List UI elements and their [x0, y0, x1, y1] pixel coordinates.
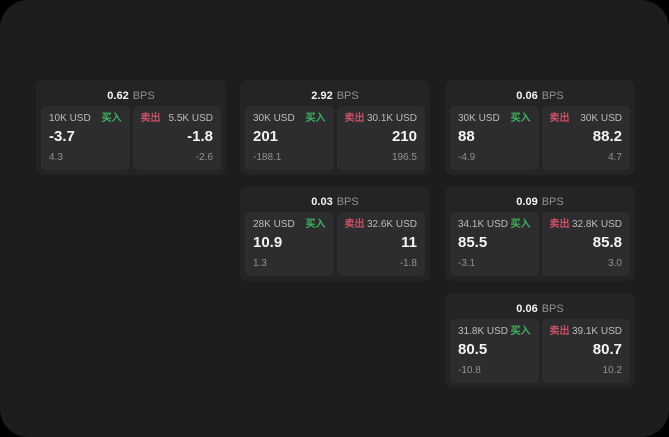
bps-value: 0.03	[311, 195, 333, 208]
bps-value: 0.06	[516, 89, 538, 102]
buy-panel[interactable]: 30K USD 买入 88 -4.9	[450, 106, 539, 170]
buy-panel[interactable]: 31.8K USD 买入 80.5 -10.8	[450, 319, 539, 383]
sell-sub-value: -1.8	[399, 258, 417, 269]
sell-amount: 39.1K USD	[571, 326, 622, 337]
bps-value: 2.92	[311, 89, 333, 102]
sell-price: 88.2	[592, 128, 622, 145]
buy-panel[interactable]: 30K USD 买入 201 -188.1	[245, 106, 334, 170]
card-header: 0.06 BPS	[450, 85, 630, 106]
sell-amount: 30K USD	[580, 113, 622, 124]
buy-sub-value: -4.9	[458, 152, 476, 163]
buy-price: -3.7	[49, 128, 75, 145]
sell-label: 卖出	[344, 219, 365, 230]
buy-label: 买入	[510, 113, 531, 124]
sell-amount: 32.8K USD	[571, 219, 622, 230]
bps-unit-label: BPS	[336, 89, 359, 102]
sell-label: 卖出	[344, 113, 365, 124]
sell-label: 卖出	[549, 326, 570, 337]
buy-label: 买入	[510, 326, 531, 337]
buy-label: 买入	[510, 219, 531, 230]
quote-card: 0.62 BPS 10K USD 买入 -3.7 4.3 卖出 5.5K USD…	[36, 80, 226, 175]
buy-label: 买入	[101, 113, 122, 124]
buy-price: 201	[253, 128, 279, 145]
bps-value: 0.09	[516, 195, 538, 208]
sell-sub-value: 3.0	[608, 258, 622, 269]
buy-amount: 28K USD	[253, 219, 295, 230]
sell-panel[interactable]: 卖出 32.8K USD 85.8 3.0	[541, 212, 630, 276]
bps-value: 0.62	[107, 89, 129, 102]
bps-value: 0.06	[516, 302, 538, 315]
quote-card: 0.06 BPS 30K USD 买入 88 -4.9 卖出 30K USD 8…	[445, 80, 635, 175]
quote-card: 2.92 BPS 30K USD 买入 201 -188.1 卖出 30.1K …	[240, 80, 430, 175]
sell-sub-value: 10.2	[602, 365, 622, 376]
sell-sub-value: -2.6	[195, 152, 213, 163]
quote-card: 0.09 BPS 34.1K USD 买入 85.5 -3.1 卖出 32.8K…	[445, 186, 635, 281]
buy-sub-value: -10.8	[458, 365, 481, 376]
sell-label: 卖出	[140, 113, 161, 124]
sell-label: 卖出	[549, 219, 570, 230]
bps-unit-label: BPS	[132, 89, 155, 102]
buy-amount: 34.1K USD	[458, 219, 509, 230]
quote-card: 0.06 BPS 31.8K USD 买入 80.5 -10.8 卖出 39.1…	[445, 293, 635, 388]
card-header: 2.92 BPS	[245, 85, 425, 106]
buy-price: 10.9	[253, 234, 283, 251]
buy-label: 买入	[305, 219, 326, 230]
buy-amount: 10K USD	[49, 113, 91, 124]
sell-panel[interactable]: 卖出 39.1K USD 80.7 10.2	[541, 319, 630, 383]
buy-sub-value: -188.1	[253, 152, 282, 163]
sell-panel[interactable]: 卖出 32.6K USD 11 -1.8	[336, 212, 425, 276]
sell-sub-value: 196.5	[391, 152, 417, 163]
buy-panel[interactable]: 10K USD 买入 -3.7 4.3	[41, 106, 130, 170]
buy-amount: 30K USD	[458, 113, 500, 124]
sell-amount: 5.5K USD	[168, 113, 213, 124]
buy-price: 85.5	[458, 234, 488, 251]
sell-label: 卖出	[549, 113, 570, 124]
sell-panel[interactable]: 卖出 30.1K USD 210 196.5	[336, 106, 425, 170]
bps-unit-label: BPS	[541, 302, 564, 315]
buy-amount: 31.8K USD	[458, 326, 509, 337]
sell-price: -1.8	[187, 128, 213, 145]
buy-sub-value: 4.3	[49, 152, 63, 163]
card-header: 0.09 BPS	[450, 191, 630, 212]
buy-panel[interactable]: 28K USD 买入 10.9 1.3	[245, 212, 334, 276]
buy-price: 80.5	[458, 341, 488, 358]
buy-sub-value: 1.3	[253, 258, 267, 269]
quote-card: 0.03 BPS 28K USD 买入 10.9 1.3 卖出 32.6K US…	[240, 186, 430, 281]
sell-price: 85.8	[592, 234, 622, 251]
sell-sub-value: 4.7	[608, 152, 622, 163]
card-header: 0.06 BPS	[450, 298, 630, 319]
buy-amount: 30K USD	[253, 113, 295, 124]
sell-panel[interactable]: 卖出 5.5K USD -1.8 -2.6	[132, 106, 221, 170]
buy-sub-value: -3.1	[458, 258, 476, 269]
buy-label: 买入	[305, 113, 326, 124]
sell-amount: 30.1K USD	[366, 113, 417, 124]
sell-panel[interactable]: 卖出 30K USD 88.2 4.7	[541, 106, 630, 170]
sell-price: 11	[401, 234, 417, 251]
bps-unit-label: BPS	[541, 195, 564, 208]
sell-price: 210	[391, 128, 417, 145]
sell-amount: 32.6K USD	[366, 219, 417, 230]
buy-price: 88	[458, 128, 475, 145]
bps-unit-label: BPS	[541, 89, 564, 102]
bps-unit-label: BPS	[336, 195, 359, 208]
card-header: 0.62 BPS	[41, 85, 221, 106]
sell-price: 80.7	[592, 341, 622, 358]
card-header: 0.03 BPS	[245, 191, 425, 212]
buy-panel[interactable]: 34.1K USD 买入 85.5 -3.1	[450, 212, 539, 276]
